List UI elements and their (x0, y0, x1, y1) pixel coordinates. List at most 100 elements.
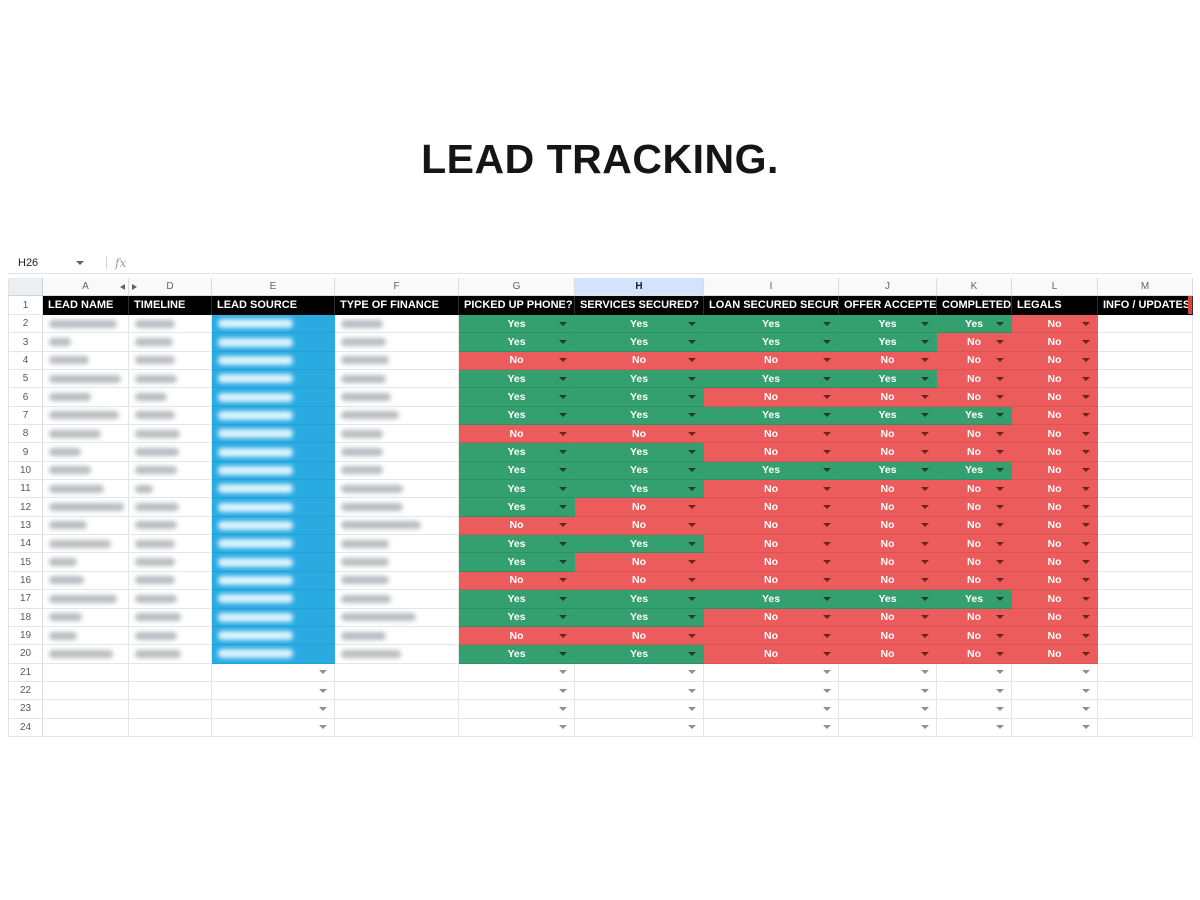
dropdown-cell-picked-up-phone[interactable]: Yes (459, 315, 575, 334)
empty-cell-timeline[interactable] (129, 700, 212, 719)
row-header-3[interactable]: 3 (9, 333, 43, 352)
dropdown-cell-completed[interactable]: No (937, 370, 1012, 389)
dropdown-arrow-icon[interactable] (688, 688, 696, 693)
cell-lead-name[interactable] (43, 590, 129, 609)
column-header-G[interactable]: G (459, 278, 575, 296)
dropdown-arrow-icon[interactable] (996, 670, 1004, 675)
dropdown-arrow-icon[interactable] (996, 596, 1004, 601)
cell-type-of-finance[interactable] (335, 553, 459, 572)
cell-timeline[interactable] (129, 461, 212, 481)
dropdown-arrow-icon[interactable] (559, 523, 567, 528)
cell-type-of-finance[interactable] (335, 443, 459, 462)
empty-cell-legals[interactable] (1012, 700, 1098, 719)
cell-type-of-finance[interactable] (335, 315, 459, 334)
dropdown-cell-picked-up-phone[interactable]: Yes (459, 461, 575, 481)
dropdown-arrow-icon[interactable] (823, 670, 831, 675)
empty-cell-offer-accepted[interactable] (839, 718, 937, 737)
dropdown-cell-loan-secured[interactable]: No (704, 425, 839, 444)
dropdown-cell-legals[interactable]: No (1012, 388, 1098, 407)
dropdown-cell-legals[interactable]: No (1012, 443, 1098, 462)
dropdown-cell-services-secured[interactable]: Yes (575, 645, 704, 664)
dropdown-arrow-icon[interactable] (688, 670, 696, 675)
cell-lead-name[interactable] (43, 388, 129, 407)
dropdown-arrow-icon[interactable] (1082, 725, 1090, 730)
row-header-13[interactable]: 13 (9, 516, 43, 536)
dropdown-cell-services-secured[interactable]: No (575, 516, 704, 536)
dropdown-arrow-icon[interactable] (921, 523, 929, 528)
cell-type-of-finance[interactable] (335, 425, 459, 444)
header-cell-picked-up-phone[interactable]: PICKED UP PHONE? (459, 296, 575, 315)
dropdown-cell-legals[interactable]: No (1012, 333, 1098, 352)
cell-type-of-finance[interactable] (335, 351, 459, 371)
dropdown-arrow-icon[interactable] (996, 486, 1004, 491)
empty-cell-services-secured[interactable] (575, 718, 704, 737)
dropdown-arrow-icon[interactable] (688, 358, 696, 363)
dropdown-cell-services-secured[interactable]: No (575, 571, 704, 591)
empty-cell-legals[interactable] (1012, 718, 1098, 737)
cell-lead-source[interactable] (212, 351, 335, 371)
dropdown-cell-completed[interactable]: No (937, 516, 1012, 536)
dropdown-arrow-icon[interactable] (996, 413, 1004, 418)
dropdown-cell-legals[interactable]: No (1012, 480, 1098, 499)
dropdown-arrow-icon[interactable] (996, 505, 1004, 510)
dropdown-arrow-icon[interactable] (823, 578, 831, 583)
dropdown-arrow-icon[interactable] (921, 706, 929, 711)
dropdown-cell-services-secured[interactable]: Yes (575, 333, 704, 352)
dropdown-cell-legals[interactable]: No (1012, 516, 1098, 536)
dropdown-arrow-icon[interactable] (996, 560, 1004, 565)
header-cell-completed[interactable]: COMPLETED (937, 296, 1012, 315)
dropdown-arrow-icon[interactable] (823, 376, 831, 381)
dropdown-cell-offer-accepted[interactable]: No (839, 388, 937, 407)
row-header-5[interactable]: 5 (9, 370, 43, 389)
cell-timeline[interactable] (129, 406, 212, 426)
dropdown-arrow-icon[interactable] (319, 725, 327, 730)
empty-cell-lead-name[interactable] (43, 681, 129, 701)
dropdown-cell-loan-secured[interactable]: No (704, 498, 839, 517)
dropdown-arrow-icon[interactable] (823, 725, 831, 730)
header-cell-timeline[interactable]: TIMELINE (129, 296, 212, 315)
dropdown-arrow-icon[interactable] (1082, 358, 1090, 363)
dropdown-arrow-icon[interactable] (823, 486, 831, 491)
row-header-7[interactable]: 7 (9, 406, 43, 426)
empty-cell-lead-name[interactable] (43, 700, 129, 719)
dropdown-arrow-icon[interactable] (688, 468, 696, 473)
dropdown-cell-loan-secured[interactable]: No (704, 626, 839, 646)
dropdown-arrow-icon[interactable] (921, 413, 929, 418)
cell-lead-name[interactable] (43, 571, 129, 591)
empty-cell-picked-up-phone[interactable] (459, 681, 575, 701)
dropdown-cell-picked-up-phone[interactable]: Yes (459, 480, 575, 499)
dropdown-arrow-icon[interactable] (688, 651, 696, 656)
dropdown-arrow-icon[interactable] (559, 431, 567, 436)
header-cell-info-updates[interactable]: INFO / UPDATES (1098, 296, 1193, 315)
cell-timeline[interactable] (129, 333, 212, 352)
dropdown-cell-completed[interactable]: No (937, 571, 1012, 591)
dropdown-cell-picked-up-phone[interactable]: Yes (459, 645, 575, 664)
header-cell-services-secured[interactable]: SERVICES SECURED? (575, 296, 704, 315)
empty-cell-type-of-finance[interactable] (335, 700, 459, 719)
dropdown-arrow-icon[interactable] (688, 395, 696, 400)
dropdown-arrow-icon[interactable] (688, 596, 696, 601)
cell-type-of-finance[interactable] (335, 406, 459, 426)
dropdown-arrow-icon[interactable] (1082, 486, 1090, 491)
cell-type-of-finance[interactable] (335, 516, 459, 536)
dropdown-cell-services-secured[interactable]: No (575, 498, 704, 517)
dropdown-arrow-icon[interactable] (559, 321, 567, 326)
dropdown-cell-services-secured[interactable]: No (575, 425, 704, 444)
empty-cell-info-updates[interactable] (1098, 700, 1193, 719)
dropdown-cell-services-secured[interactable]: Yes (575, 388, 704, 407)
empty-cell-offer-accepted[interactable] (839, 663, 937, 682)
dropdown-arrow-icon[interactable] (319, 706, 327, 711)
dropdown-cell-picked-up-phone[interactable]: Yes (459, 388, 575, 407)
cell-info-updates[interactable] (1098, 516, 1193, 536)
dropdown-arrow-icon[interactable] (688, 523, 696, 528)
dropdown-cell-offer-accepted[interactable]: Yes (839, 333, 937, 352)
dropdown-arrow-icon[interactable] (559, 450, 567, 455)
dropdown-cell-services-secured[interactable]: No (575, 351, 704, 371)
cell-type-of-finance[interactable] (335, 626, 459, 646)
dropdown-arrow-icon[interactable] (921, 321, 929, 326)
dropdown-arrow-icon[interactable] (559, 651, 567, 656)
dropdown-arrow-icon[interactable] (1082, 615, 1090, 620)
dropdown-cell-picked-up-phone[interactable]: No (459, 351, 575, 371)
dropdown-arrow-icon[interactable] (319, 670, 327, 675)
dropdown-arrow-icon[interactable] (559, 395, 567, 400)
